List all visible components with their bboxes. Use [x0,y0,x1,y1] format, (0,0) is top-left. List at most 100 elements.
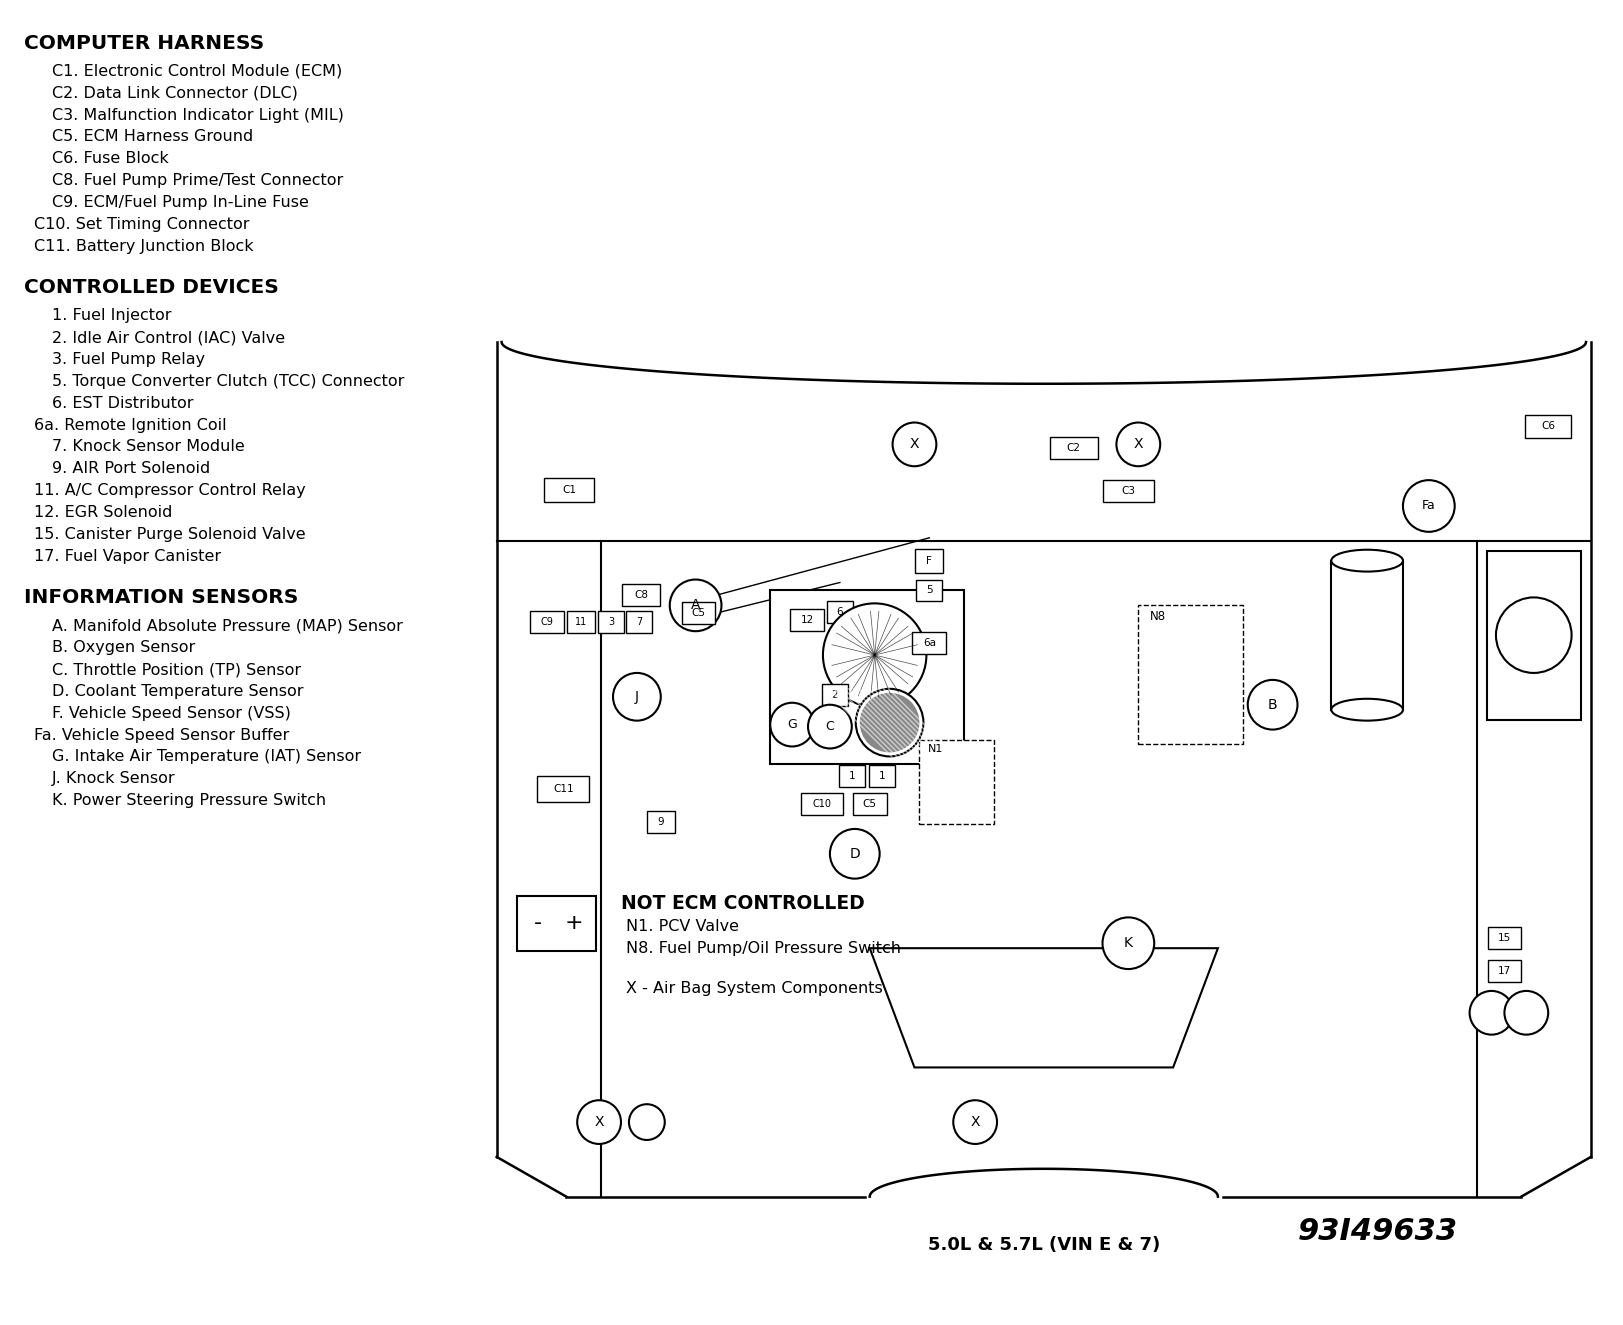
Text: X - Air Bag System Components: X - Air Bag System Components [625,980,883,996]
Text: C8. Fuel Pump Prime/Test Connector: C8. Fuel Pump Prime/Test Connector [52,174,342,188]
Text: C. Throttle Position (TP) Sensor: C. Throttle Position (TP) Sensor [52,662,300,677]
Circle shape [1246,680,1297,730]
Text: G: G [787,718,797,731]
Circle shape [1495,598,1571,673]
Text: N8: N8 [1149,611,1165,623]
Text: 2: 2 [831,690,837,700]
Text: J: J [635,690,638,704]
Text: C1: C1 [562,485,576,496]
Text: -: - [534,913,542,933]
Text: N8. Fuel Pump/Oil Pressure Switch: N8. Fuel Pump/Oil Pressure Switch [625,941,901,957]
Text: 5: 5 [925,586,932,595]
Bar [821,684,847,706]
Text: COMPUTER HARNESS: COMPUTER HARNESS [24,34,265,53]
Text: 7. Knock Sensor Module: 7. Knock Sensor Module [52,440,245,454]
Circle shape [1115,423,1159,466]
Text: 3. Fuel Pump Relay: 3. Fuel Pump Relay [52,352,204,367]
Text: 11. A/C Compressor Control Relay: 11. A/C Compressor Control Relay [34,484,305,498]
Bar [516,896,596,950]
Text: K: K [1123,937,1133,950]
Text: N1. PCV Valve: N1. PCV Valve [625,920,738,934]
Bar [868,766,894,787]
Text: 17. Fuel Vapor Canister: 17. Fuel Vapor Canister [34,549,221,563]
Bar [566,611,594,633]
Text: C9: C9 [540,617,553,627]
Bar [537,776,589,802]
Bar [1102,480,1154,502]
Bar [852,794,886,815]
Bar [915,579,941,602]
Text: 93I49633: 93I49633 [1297,1218,1457,1247]
Text: D: D [849,847,860,861]
Bar [790,610,823,631]
Text: J. Knock Sensor: J. Knock Sensor [52,771,175,786]
Bar [915,549,943,572]
Text: CONTROLLED DEVICES: CONTROLLED DEVICES [24,278,279,297]
Text: C9. ECM/Fuel Pump In-Line Fuse: C9. ECM/Fuel Pump In-Line Fuse [52,195,308,209]
Circle shape [576,1100,620,1143]
Text: X: X [909,437,919,452]
Text: D. Coolant Temperature Sensor: D. Coolant Temperature Sensor [52,684,304,698]
Bar [625,611,651,633]
Ellipse shape [1331,550,1402,571]
Text: 6a: 6a [922,639,935,648]
Text: 15. Canister Purge Solenoid Valve: 15. Canister Purge Solenoid Valve [34,527,305,542]
Bar [769,591,964,765]
Text: +: + [565,913,583,933]
Text: X: X [594,1116,604,1129]
Text: B: B [1268,698,1277,712]
Bar [682,603,716,624]
Text: 1: 1 [878,771,885,782]
Text: A. Manifold Absolute Pressure (MAP) Sensor: A. Manifold Absolute Pressure (MAP) Sens… [52,619,403,633]
Bar [919,739,993,824]
Text: 9. AIR Port Solenoid: 9. AIR Port Solenoid [52,461,209,476]
Circle shape [628,1104,664,1140]
Circle shape [823,603,925,706]
Text: Fa: Fa [1422,500,1435,513]
Text: F: F [925,555,932,566]
Text: C5: C5 [691,608,704,619]
Bar [800,794,842,815]
Text: 12: 12 [800,615,813,625]
Text: 7: 7 [635,617,641,627]
Ellipse shape [1331,698,1402,721]
Text: INFORMATION SENSORS: INFORMATION SENSORS [24,588,299,607]
Text: C11. Battery Junction Block: C11. Battery Junction Block [34,238,253,253]
Text: 12. EGR Solenoid: 12. EGR Solenoid [34,505,172,519]
Circle shape [829,829,880,878]
Text: 3: 3 [607,617,613,627]
Bar [544,478,594,502]
Text: 2. Idle Air Control (IAC) Valve: 2. Idle Air Control (IAC) Valve [52,330,286,344]
Text: 5. Torque Converter Clutch (TCC) Connector: 5. Torque Converter Clutch (TCC) Connect… [52,374,404,388]
Text: C1. Electronic Control Module (ECM): C1. Electronic Control Module (ECM) [52,64,342,78]
Bar [1487,927,1521,949]
Bar [1331,560,1402,710]
Text: Fa. Vehicle Speed Sensor Buffer: Fa. Vehicle Speed Sensor Buffer [34,727,289,742]
Text: 6. EST Distributor: 6. EST Distributor [52,396,193,411]
Bar [839,766,863,787]
Text: G. Intake Air Temperature (IAT) Sensor: G. Intake Air Temperature (IAT) Sensor [52,750,360,765]
Text: 6: 6 [836,607,842,617]
Bar [1048,437,1097,460]
Bar [1524,415,1569,439]
Text: X: X [1133,437,1143,452]
Bar [531,611,563,633]
Text: C2: C2 [1066,444,1079,453]
Circle shape [612,673,661,721]
Circle shape [808,705,852,749]
Text: C8: C8 [633,591,648,600]
Bar [646,811,674,833]
Circle shape [855,689,923,757]
Circle shape [953,1100,997,1143]
Text: K. Power Steering Pressure Switch: K. Power Steering Pressure Switch [52,794,326,808]
Text: 1. Fuel Injector: 1. Fuel Injector [52,309,172,323]
Text: C10: C10 [812,799,831,810]
Circle shape [893,423,936,466]
Text: C5. ECM Harness Ground: C5. ECM Harness Ground [52,130,253,144]
Bar [1487,961,1521,982]
Text: F. Vehicle Speed Sensor (VSS): F. Vehicle Speed Sensor (VSS) [52,706,291,721]
Text: 5.0L & 5.7L (VIN E & 7): 5.0L & 5.7L (VIN E & 7) [927,1236,1159,1255]
Text: 15: 15 [1496,933,1509,943]
Text: 1: 1 [847,771,855,782]
Text: C6: C6 [1540,421,1555,432]
